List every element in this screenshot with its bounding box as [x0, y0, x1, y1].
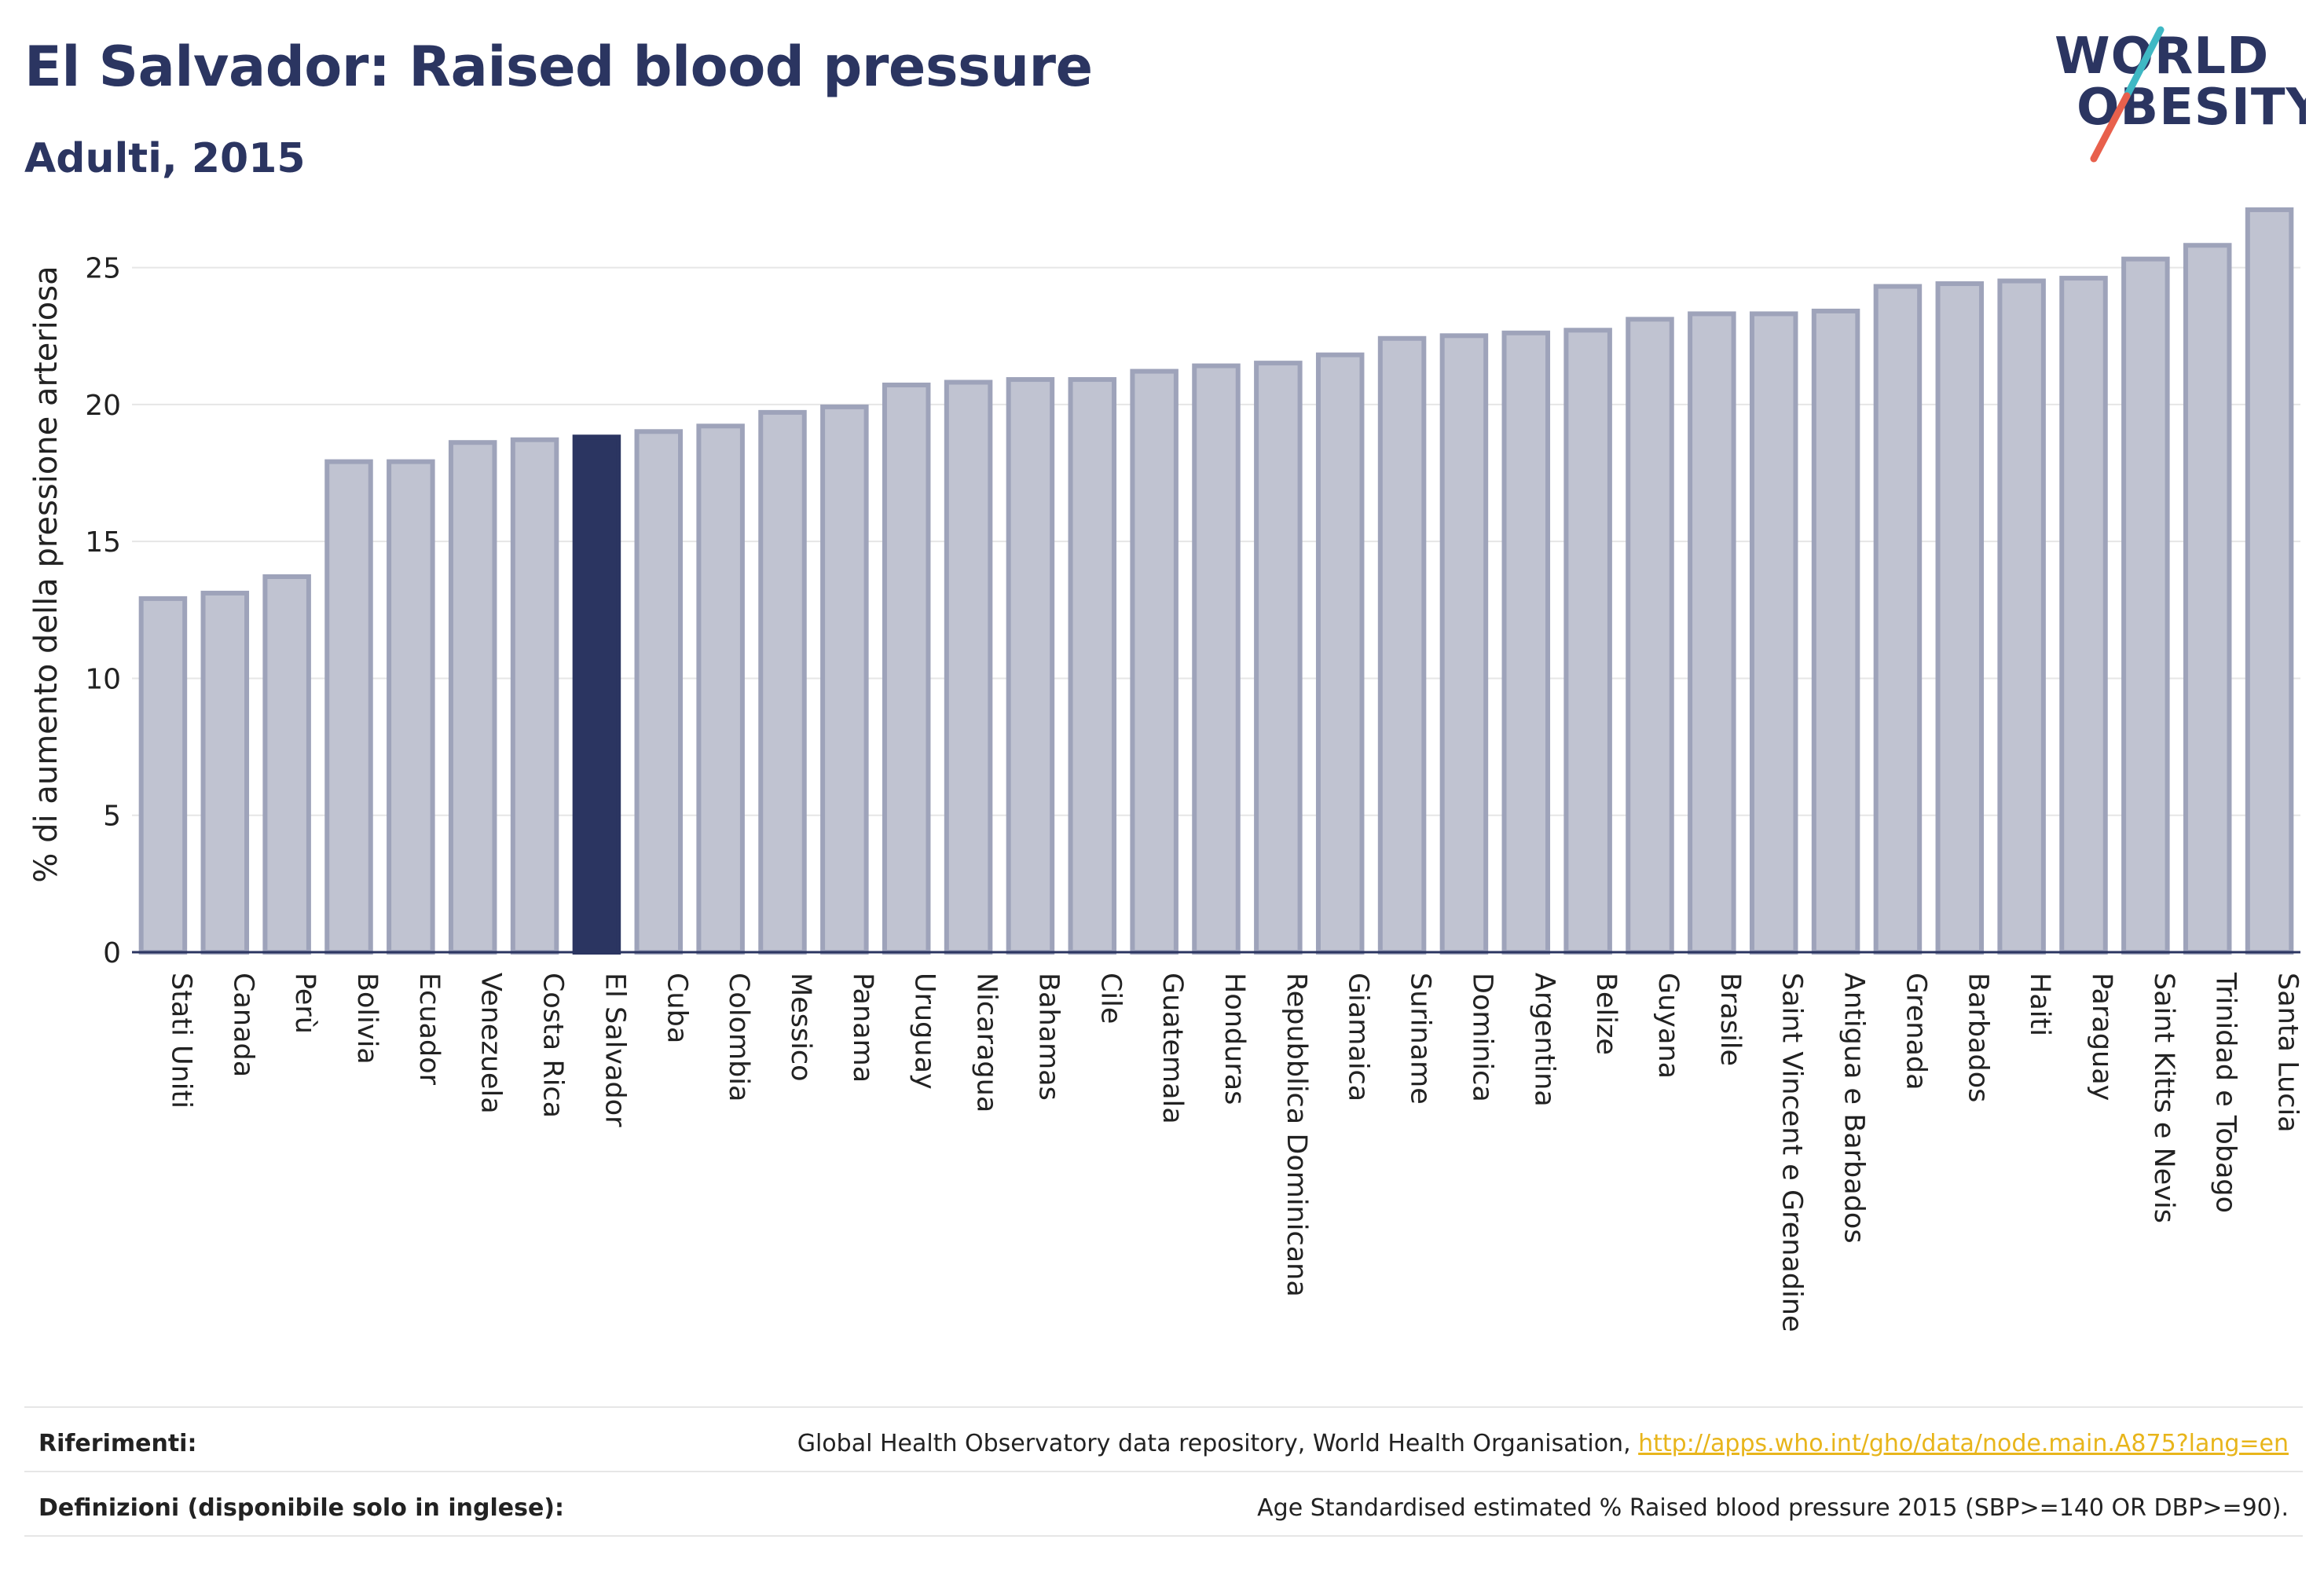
chart-title: El Salvador: Raised blood pressure — [24, 35, 1093, 99]
x-tick-label: Canada — [227, 973, 258, 1077]
y-tick-label: 5 — [103, 801, 121, 833]
bar — [1749, 311, 1798, 955]
bar — [2059, 276, 2108, 955]
bar — [634, 429, 684, 955]
x-tick-label: Repubblica Dominicana — [1281, 973, 1312, 1297]
x-tick-label: Venezuela — [475, 973, 507, 1114]
bar — [262, 574, 311, 955]
bar — [820, 404, 869, 955]
references-text: Global Health Observatory data repositor… — [797, 1430, 1639, 1457]
x-tick-label: Bahamas — [1032, 973, 1064, 1101]
x-tick-label: Antigua e Barbados — [1838, 973, 1870, 1244]
bar — [1192, 363, 1241, 955]
bar — [138, 596, 188, 955]
logo-slash-top — [2123, 26, 2165, 100]
bar — [1563, 328, 1612, 955]
bar-highlight — [572, 434, 621, 955]
bar — [1254, 361, 1303, 955]
bar — [1997, 278, 2046, 955]
y-tick-label: 25 — [85, 253, 121, 285]
y-tick-label: 0 — [103, 937, 121, 969]
references-label: Riferimenti: — [38, 1430, 197, 1457]
x-tick-label: Santa Lucia — [2272, 973, 2304, 1133]
bar — [1626, 317, 1674, 955]
bar — [882, 383, 931, 955]
references-link[interactable]: http://apps.who.int/gho/data/node.main.A… — [1638, 1430, 2289, 1457]
x-tick-label: Colombia — [723, 973, 754, 1101]
x-tick-label: Guyana — [1652, 973, 1684, 1079]
bar — [1688, 311, 1736, 955]
y-tick-label: 15 — [85, 526, 121, 559]
x-tick-label: Belize — [1590, 973, 1622, 1055]
x-tick-label: Guatemala — [1157, 973, 1188, 1124]
x-tick-label: Haiti — [2024, 973, 2055, 1036]
x-tick-label: Brasile — [1714, 973, 1746, 1066]
bar — [200, 590, 250, 955]
bar — [1130, 368, 1178, 955]
logo-line1: WORLD — [2055, 27, 2269, 86]
bar — [324, 459, 373, 955]
x-tick-label: Suriname — [1405, 973, 1436, 1105]
x-tick-label: Saint Kitts e Nevis — [2148, 973, 2179, 1223]
x-tick-label: Trinidad e Tobago — [2210, 972, 2242, 1213]
x-tick-label: Dominica — [1466, 973, 1497, 1102]
bar — [1935, 281, 1985, 955]
bar — [1006, 377, 1055, 955]
bar — [2183, 243, 2232, 955]
bar — [1377, 335, 1427, 955]
x-tick-label: Nicaragua — [971, 973, 1003, 1112]
world-obesity-logo: WORLD OBESITY — [2055, 24, 2322, 165]
x-tick-label: Stati Uniti — [165, 973, 196, 1109]
bar-chart: 0 5 10 15 20 25 Stati Uniti Canada Perù Bolivia E… — [28, 207, 2304, 1332]
definitions-text: Age Standardised estimated % Raised bloo… — [1257, 1494, 2289, 1522]
bar — [696, 423, 745, 955]
y-tick-layer: 0 5 10 15 20 25 — [85, 253, 121, 969]
x-tick-label: Costa Rica — [537, 973, 569, 1118]
x-tick-label: Bolivia — [351, 973, 383, 1065]
x-tick-label: Panama — [847, 973, 878, 1083]
x-tick-label: Messico — [785, 973, 816, 1082]
references-row: Riferimenti: Global Health Observatory d… — [24, 1406, 2303, 1472]
bar — [510, 437, 559, 955]
bar — [2121, 256, 2170, 955]
x-tick-label: Perù — [289, 973, 321, 1034]
x-tick-label: Giamaica — [1343, 973, 1374, 1101]
y-axis-label: % di aumento della pressione arteriosa — [28, 266, 64, 882]
bar — [2245, 207, 2294, 955]
bar — [944, 379, 993, 955]
bar — [387, 459, 435, 955]
definitions-row: Definizioni (disponibile solo in inglese… — [24, 1471, 2303, 1537]
logo-slash-bottom — [2090, 92, 2131, 163]
bar — [1501, 330, 1551, 955]
footer-divider — [24, 1535, 2303, 1537]
x-tick-label: Cuba — [661, 973, 692, 1043]
definitions-label: Definizioni (disponibile solo in inglese… — [38, 1494, 564, 1522]
x-tick-label: Paraguay — [2086, 973, 2117, 1101]
x-tick-label: El Salvador — [599, 973, 630, 1127]
bar — [758, 409, 807, 955]
x-tick-label: Grenada — [1900, 973, 1931, 1090]
references-value: Global Health Observatory data repositor… — [797, 1430, 2289, 1457]
logo-icon: WORLD OBESITY — [2055, 26, 2322, 163]
x-tick-label: Saint Vincent e Grenadine — [1776, 973, 1808, 1332]
x-tick-label: Cile — [1094, 973, 1126, 1024]
x-tick-label: Argentina — [1528, 973, 1560, 1107]
bar — [448, 440, 497, 955]
x-tick-label: Barbados — [1962, 973, 1993, 1102]
bar-layer — [132, 207, 2300, 955]
y-tick-label: 20 — [85, 390, 121, 422]
bar — [1068, 377, 1117, 955]
x-tick-label: Honduras — [1219, 973, 1250, 1105]
bar — [1811, 308, 1860, 955]
chart-subtitle: Adulti, 2015 — [24, 135, 306, 182]
x-tick-label: Ecuador — [413, 973, 445, 1086]
y-tick-label: 10 — [85, 663, 121, 695]
bar — [1315, 352, 1365, 955]
x-tick-label: Uruguay — [909, 973, 940, 1090]
x-tick-layer: Stati Uniti Canada Perù Bolivia Ecuador Venez… — [165, 972, 2303, 1332]
bar — [1873, 284, 1923, 955]
bar — [1439, 333, 1489, 955]
